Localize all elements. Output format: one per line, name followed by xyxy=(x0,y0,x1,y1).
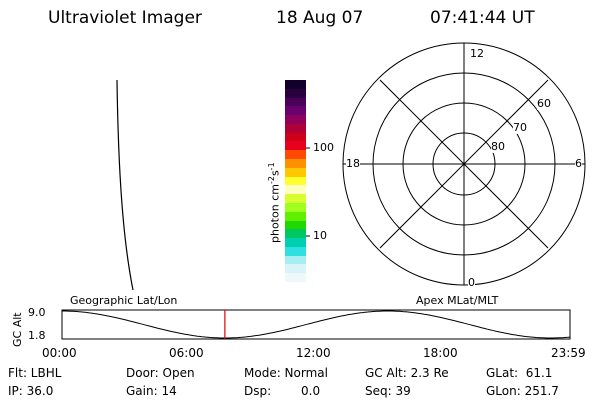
mlat-label-80: 80 xyxy=(491,140,505,153)
mlt-label-12: 12 xyxy=(470,47,484,60)
colorbar-tick-100: 100 xyxy=(313,141,334,154)
colorbar-swatch xyxy=(285,115,306,124)
mlt-label-18: 18 xyxy=(346,157,360,170)
gc-alt-info: GC Alt: 2.3 Re xyxy=(365,366,449,380)
colorbar-swatch xyxy=(285,106,306,116)
mlat-label-60: 60 xyxy=(537,97,551,110)
colorbar-swatch xyxy=(285,167,306,177)
ip-info: IP: 36.0 xyxy=(8,384,54,398)
colorbar-tick-10: 10 xyxy=(313,229,327,242)
colorbar-swatch xyxy=(285,229,306,239)
dsp-label: Dsp: xyxy=(244,384,272,398)
x-tick-1800: 18:00 xyxy=(423,346,458,360)
colorbar-swatch xyxy=(285,202,306,212)
mode-info: Mode: Normal xyxy=(244,366,328,380)
altitude-max-label: 9.0 xyxy=(28,306,46,319)
filter-info: Flt: LBHL xyxy=(8,366,62,380)
colorbar-swatch xyxy=(285,194,306,203)
colorbar-swatch xyxy=(285,150,306,160)
apex-label: Apex MLat/MLT xyxy=(416,294,499,307)
x-tick-1200: 12:00 xyxy=(296,346,331,360)
seq-info: Seq: 39 xyxy=(365,384,411,398)
mlt-label-6: 6 xyxy=(575,157,582,170)
glat-info: GLat: 61.1 xyxy=(486,366,553,380)
colorbar-swatch xyxy=(285,80,306,89)
altitude-min-label: 1.8 xyxy=(28,329,46,342)
time-label: 07:41:44 UT xyxy=(430,8,535,28)
colorbar-swatch xyxy=(285,132,306,142)
colorbar-swatch xyxy=(285,255,306,265)
x-tick-0600: 06:00 xyxy=(169,346,204,360)
mlt-label-0: 0 xyxy=(468,276,475,289)
x-tick-2359: 23:59 xyxy=(551,346,586,360)
glon-info: GLon: 251.7 xyxy=(486,384,559,398)
dsp-value: 0.0 xyxy=(301,384,321,398)
door-info: Door: Open xyxy=(126,366,195,380)
colorbar-swatch xyxy=(285,88,306,98)
colorbar-swatch xyxy=(285,185,306,195)
colorbar-swatch xyxy=(285,176,306,186)
x-tick-0000: 00:00 xyxy=(42,346,77,360)
colorbar-swatch xyxy=(285,123,306,133)
colorbar-swatch xyxy=(285,159,306,168)
colorbar-swatch xyxy=(285,246,306,256)
colorbar-swatch xyxy=(285,264,306,274)
geographic-label: Geographic Lat/Lon xyxy=(70,294,178,307)
colorbar-swatch xyxy=(285,97,306,107)
colorbar-swatch xyxy=(285,238,306,247)
mlat-label-70: 70 xyxy=(513,121,527,134)
colorbar-swatch xyxy=(285,141,306,151)
colorbar xyxy=(285,80,306,282)
colorbar-swatch xyxy=(285,220,306,230)
date-label: 18 Aug 07 xyxy=(276,8,364,28)
gain-info: Gain: 14 xyxy=(126,384,177,398)
colorbar-swatch xyxy=(285,211,306,221)
instrument-title: Ultraviolet Imager xyxy=(48,8,202,28)
colorbar-swatch xyxy=(285,273,306,282)
